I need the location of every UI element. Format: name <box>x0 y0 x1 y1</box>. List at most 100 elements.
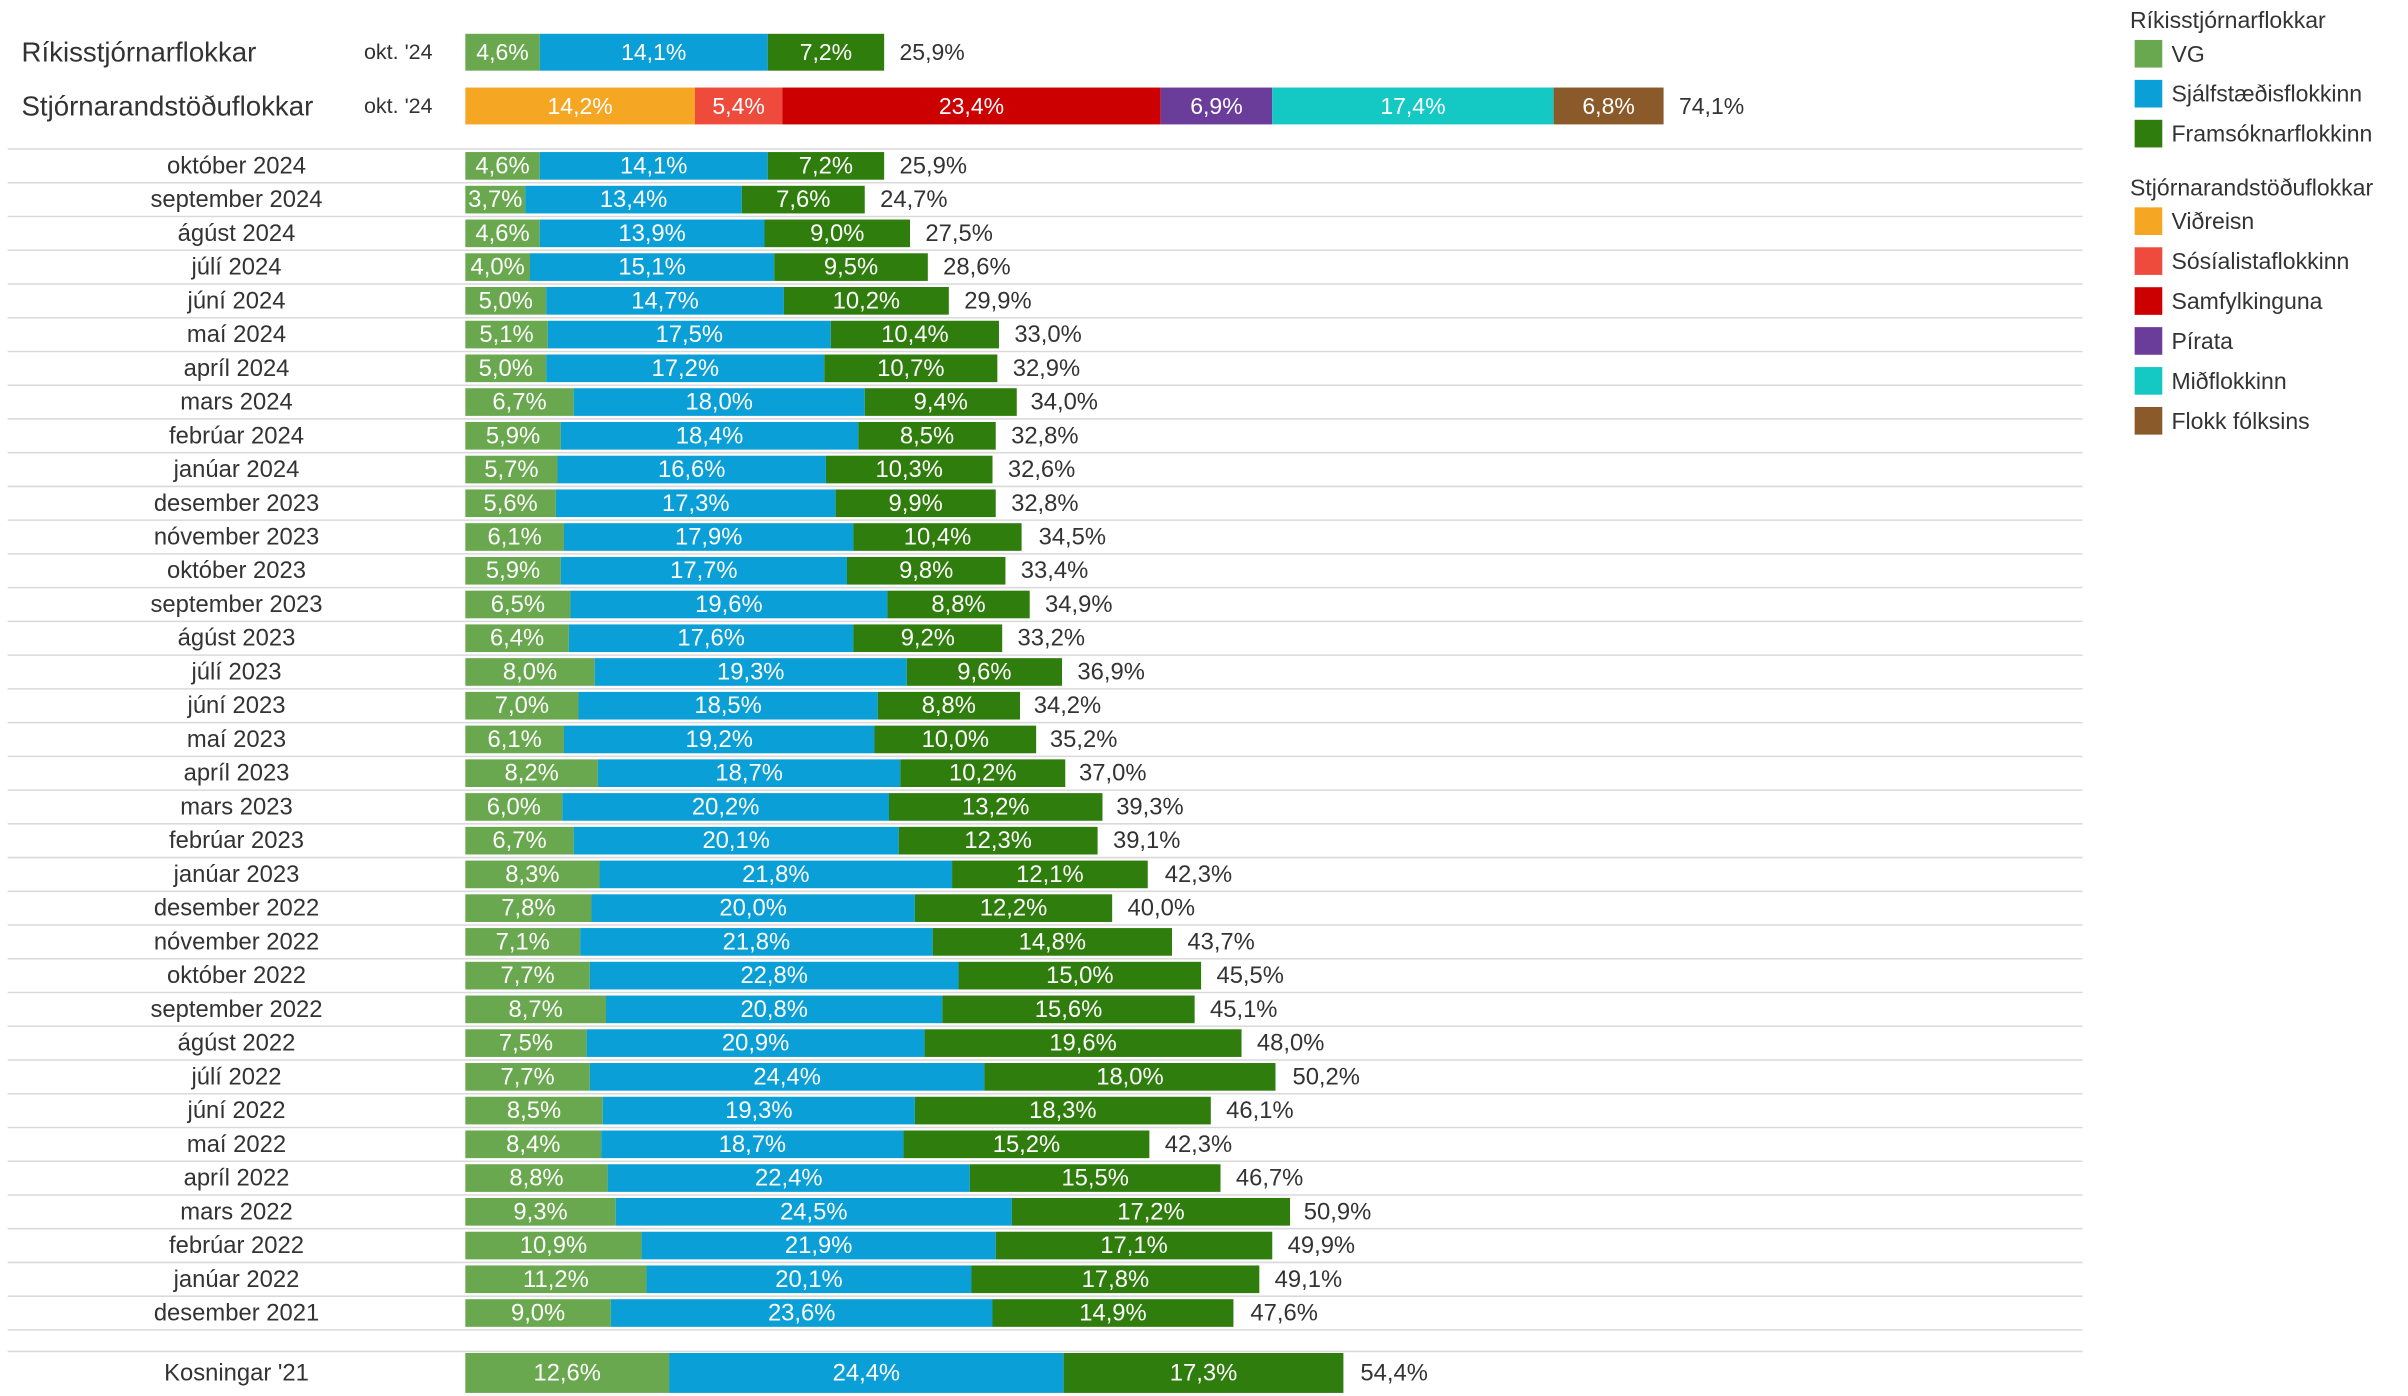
value-label: 9,0% <box>511 1300 565 1327</box>
value-label: 14,2% <box>548 93 613 119</box>
bar-segment <box>835 489 996 518</box>
bar-segment <box>525 185 742 214</box>
value-label: 11,2% <box>523 1266 589 1293</box>
total-label: 32,6% <box>1008 456 1075 483</box>
legend-swatch <box>2134 79 2163 108</box>
value-label: 20,2% <box>692 793 759 820</box>
category-label: júlí 2024 <box>191 254 282 281</box>
bar-segment <box>694 87 783 125</box>
bar-segment <box>465 152 540 180</box>
value-label: 8,0% <box>503 658 557 685</box>
legend-label: Samfylkinguna <box>2172 288 2323 314</box>
bar-segment <box>563 523 854 551</box>
total-label: 33,0% <box>1014 321 1081 348</box>
bar-segment <box>465 961 590 990</box>
value-label: 20,1% <box>702 827 769 854</box>
bar-segment <box>615 1197 1012 1226</box>
bar-segment <box>568 624 854 653</box>
value-label: 18,0% <box>685 389 752 416</box>
value-label: 24,4% <box>753 1063 820 1090</box>
value-label: 8,8% <box>931 591 985 618</box>
value-label: 6,1% <box>488 524 542 551</box>
bar-segment <box>914 894 1113 922</box>
value-label: 10,0% <box>922 726 989 753</box>
category-label: desember 2023 <box>154 490 319 517</box>
value-label: 20,0% <box>719 895 786 922</box>
value-label: 5,1% <box>479 321 533 348</box>
bar-segment <box>465 489 556 518</box>
value-label: 8,8% <box>922 692 976 719</box>
bar-segment <box>591 894 915 922</box>
value-label: 9,8% <box>899 557 953 584</box>
category-label: september 2022 <box>151 996 323 1023</box>
bar-segment <box>887 590 1030 619</box>
bar-segment <box>578 691 878 720</box>
legend-swatch <box>2134 327 2163 355</box>
value-label: 13,9% <box>618 220 685 247</box>
value-label: 6,0% <box>487 793 541 820</box>
value-label: 18,4% <box>676 422 743 449</box>
total-label: 40,0% <box>1128 895 1195 922</box>
bar-segment <box>465 1130 602 1159</box>
total-label: 49,1% <box>1275 1266 1342 1293</box>
total-label: 34,2% <box>1034 692 1101 719</box>
value-label: 6,8% <box>1582 93 1634 119</box>
value-label: 22,4% <box>755 1165 822 1192</box>
value-label: 8,5% <box>900 422 954 449</box>
bar-segment <box>764 219 911 248</box>
bar-segment <box>465 590 571 619</box>
legend-swatch <box>2134 247 2163 275</box>
value-label: 21,8% <box>742 861 809 888</box>
bar-segment <box>774 253 928 281</box>
category-label: mars 2022 <box>180 1198 292 1225</box>
legend-swatch <box>2134 287 2163 315</box>
value-label: 15,6% <box>1035 996 1102 1023</box>
value-label: 18,0% <box>1096 1063 1163 1090</box>
category-label: júlí 2022 <box>191 1063 282 1090</box>
total-label: 42,3% <box>1165 1131 1232 1158</box>
value-label: 6,1% <box>488 726 542 753</box>
total-label: 34,9% <box>1045 591 1112 618</box>
bar-segment <box>573 388 865 416</box>
bar-segment <box>465 421 561 450</box>
category-label: febrúar 2023 <box>169 827 304 854</box>
bar-segment <box>465 1299 611 1327</box>
bar-segment <box>465 523 564 551</box>
value-label: 23,4% <box>939 93 1004 119</box>
category-label: desember 2022 <box>154 895 319 922</box>
total-label: 46,7% <box>1236 1165 1303 1192</box>
bar-segment <box>465 287 547 315</box>
value-label: 18,3% <box>1029 1097 1096 1124</box>
category-label: nóvember 2022 <box>154 928 319 955</box>
category-label: ágúst 2024 <box>178 220 296 247</box>
bar-segment <box>830 320 999 349</box>
value-label: 7,5% <box>499 1030 553 1057</box>
value-label: 15,0% <box>1046 962 1113 989</box>
bar-segment <box>783 287 949 315</box>
bar-segment <box>1063 1352 1344 1393</box>
total-label: 39,1% <box>1113 827 1180 854</box>
bar-segment <box>924 1029 1242 1057</box>
value-label: 8,3% <box>505 861 559 888</box>
bar-segment <box>825 455 993 484</box>
value-label: 17,4% <box>1380 93 1445 119</box>
bar-segment <box>864 388 1017 416</box>
category-label: maí 2023 <box>187 726 286 753</box>
total-label: 33,4% <box>1021 557 1088 584</box>
total-label: 42,3% <box>1165 861 1232 888</box>
value-label: 24,5% <box>780 1198 847 1225</box>
bar-segment <box>767 33 885 71</box>
value-label: 19,6% <box>1049 1030 1116 1057</box>
total-label: 29,9% <box>964 287 1031 314</box>
bar-segment <box>465 826 574 855</box>
bar-segment <box>646 1265 972 1294</box>
value-label: 12,3% <box>964 827 1031 854</box>
value-label: 12,6% <box>533 1359 600 1386</box>
value-label: 7,7% <box>500 962 554 989</box>
bar-segment <box>607 1164 970 1192</box>
value-label: 22,8% <box>740 962 807 989</box>
total-label: 43,7% <box>1187 928 1254 955</box>
bar-segment <box>465 354 547 383</box>
bar-segment <box>465 624 569 653</box>
bar-segment <box>465 1231 642 1260</box>
